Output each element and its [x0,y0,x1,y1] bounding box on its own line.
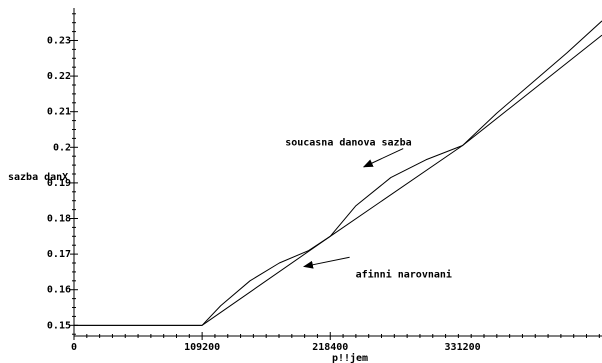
y-tick-label: 0.16 [47,285,71,296]
y-tick-label: 0.23 [47,35,71,46]
y-tick-label: 0.19 [47,178,71,189]
annotation-arrow-2 [302,256,350,269]
y-tick-label: 0.18 [47,214,71,225]
y-tick-label: 0.17 [47,249,71,260]
x-tick-label: 218400 [312,342,348,353]
series-line-1 [74,20,602,326]
annotation-label-1: soucasna danova sazba [285,138,411,149]
y-tick-label: 0.2 [53,142,71,153]
series-line-2 [74,34,602,326]
x-tick-label: 331200 [445,342,481,353]
series-layer [74,20,602,326]
x-axis-label: p!!jem [332,352,368,363]
y-axis-label: sazba danX [8,172,68,183]
y-axis: 0.15 0.16 0.17 0.18 0.19 0.2 0.21 0.22 0.23 [47,8,78,336]
y-tick-label: 0.22 [47,71,71,82]
x-axis: 0 109200 218400 331200 [71,332,602,353]
x-tick-label: 109200 [184,342,220,353]
x-tick-label: 0 [71,342,77,353]
y-tick-group: 0.15 0.16 0.17 0.18 0.19 0.2 0.21 0.22 0.23 [47,13,78,335]
annotation-layer: soucasna danova sazba afinni narovnani [285,138,452,281]
y-tick-label: 0.15 [47,320,71,331]
x-tick-group: 0 109200 218400 331200 [71,332,600,353]
annotation-label-2: afinni narovnani [356,268,452,280]
y-tick-label: 0.21 [47,107,71,118]
annotation-arrow-1 [362,148,404,168]
